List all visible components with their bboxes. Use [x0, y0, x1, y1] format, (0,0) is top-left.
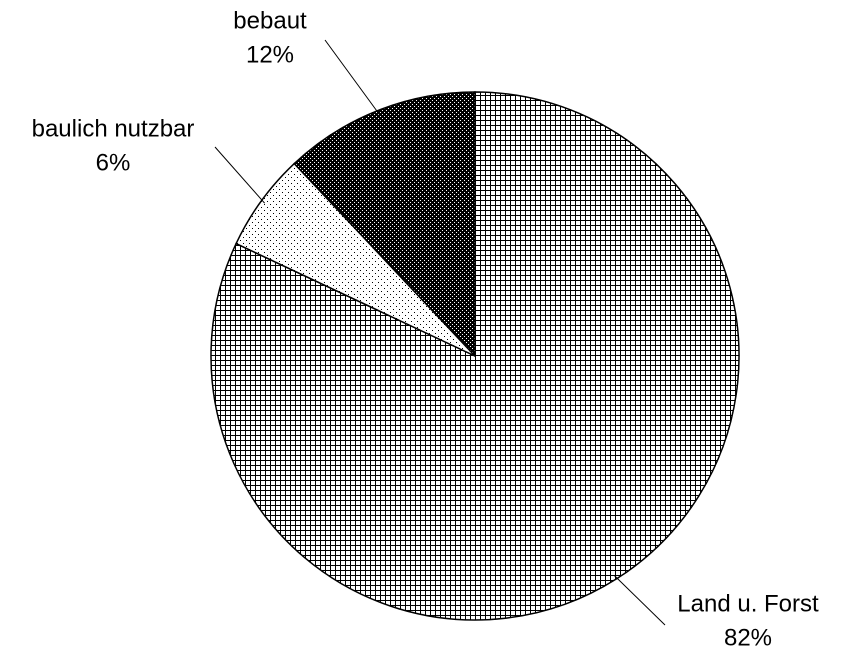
leader-line — [324, 39, 380, 115]
leader-line — [613, 575, 666, 626]
slice-label: bebaut — [233, 7, 307, 34]
leader-line — [214, 146, 266, 204]
slice-label: baulich nutzbar — [32, 115, 195, 142]
slice-value: 6% — [96, 149, 131, 176]
pie-slice — [293, 91, 476, 358]
slice-label: Land u. Forst — [677, 590, 819, 617]
slice-value: 82% — [724, 624, 772, 651]
slice-value: 12% — [246, 41, 294, 68]
